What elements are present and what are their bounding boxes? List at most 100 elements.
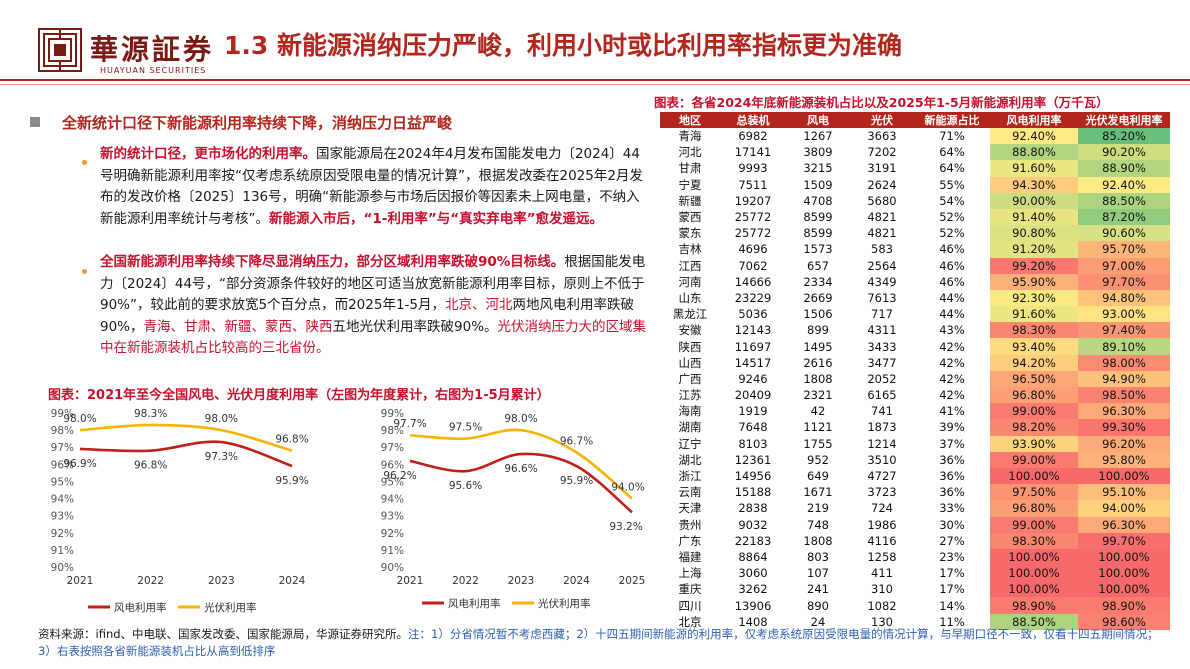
table-cell: 2052 <box>867 371 897 386</box>
table-cell: 42% <box>939 339 965 354</box>
table-row: 云南 15188 1671 3723 36% 97.50% 95.10% <box>660 484 1170 501</box>
table-row: 安徽 12143 899 4311 43% 98.30% 97.40% <box>660 322 1170 339</box>
table-cell: 3262 <box>738 582 768 597</box>
table-cell-region: 蒙东 <box>678 226 702 241</box>
table-cell: 12143 <box>734 323 772 338</box>
table-cell: 98.00% <box>1078 354 1170 371</box>
y-tick-label: 99% <box>381 408 404 420</box>
table-cell: 5680 <box>867 193 897 208</box>
table-cell: 93.90% <box>990 435 1078 452</box>
table-cell: 3433 <box>867 339 897 354</box>
y-tick-label: 97% <box>381 442 404 454</box>
table-cell: 25772 <box>734 210 772 225</box>
table-cell-region: 江西 <box>678 258 702 273</box>
table-cell: 97.70% <box>1078 273 1170 290</box>
table-cell-region: 吉林 <box>678 242 702 257</box>
table-cell: 748 <box>807 517 829 532</box>
table-cell: 8864 <box>738 549 768 564</box>
table-cell: 46% <box>939 274 965 289</box>
table-cell: 15188 <box>734 485 772 500</box>
table-cell: 52% <box>939 226 965 241</box>
table-row: 广东 22183 1808 4116 27% 98.30% 99.70% <box>660 532 1170 549</box>
y-tick-label: 97% <box>51 442 74 454</box>
source-text: 资料来源：ifind、中电联、国家发改委、国家能源局，华源证券研究所。 <box>38 627 409 641</box>
table-cell-region: 广西 <box>678 371 702 386</box>
data-label: 96.8% <box>134 460 167 472</box>
table-header-cell: 总装机 <box>720 112 786 128</box>
bullet2-text1: 根据国能发电力〔2024〕44号，“部分资源条件较好的地区可适当放宽新能源利用率… <box>100 254 646 313</box>
x-tick-label: 2023 <box>508 575 535 587</box>
table-cell: 1808 <box>803 371 833 386</box>
table-cell: 7202 <box>867 145 897 160</box>
logo-text: 華源証券 <box>90 33 215 66</box>
data-label: 96.7% <box>560 435 593 447</box>
title-divider-thin <box>0 84 1190 85</box>
legend-label: 风电利用率 <box>114 601 167 614</box>
table-cell: 7511 <box>738 177 768 192</box>
table-cell: 17% <box>939 582 965 597</box>
table-cell: 5036 <box>738 307 768 322</box>
x-tick-label: 2021 <box>67 575 94 587</box>
table-cell: 92.40% <box>990 128 1078 145</box>
table-row: 新疆 19207 4708 5680 54% 90.00% 88.50% <box>660 192 1170 209</box>
table-cell: 952 <box>807 452 829 467</box>
table-row: 贵州 9032 748 1986 30% 99.00% 96.30% <box>660 516 1170 533</box>
table-cell: 3215 <box>803 161 833 176</box>
y-tick-label: 98% <box>381 425 404 437</box>
table-cell: 310 <box>871 582 893 597</box>
x-tick-label: 2023 <box>208 575 235 587</box>
chart-jan-may: 99% 98% 97% 96% 95% 94% 93% 92% 91% 90%2021 2022 20… <box>381 408 646 610</box>
table-cell: 1808 <box>803 533 833 548</box>
data-label: 98.0% <box>504 413 537 425</box>
table-cell: 4821 <box>867 226 897 241</box>
logo-icon <box>38 28 82 72</box>
table-header-cell: 新能源占比 <box>914 112 990 128</box>
table-cell: 1573 <box>803 242 833 257</box>
table-cell: 4311 <box>867 323 897 338</box>
table-cell: 37% <box>939 436 965 451</box>
table-cell: 4116 <box>867 533 897 548</box>
table-cell-region: 四川 <box>678 598 702 613</box>
data-label: 97.5% <box>449 422 482 434</box>
note-text: 注：1）分省情况暂不考虑西藏；2）十四五期间新能源的利用率，仅考虑系统原因受限电… <box>38 627 1159 658</box>
table-cell: 2624 <box>867 177 897 192</box>
table-cell-region: 上海 <box>678 566 702 581</box>
table-cell: 64% <box>939 161 965 176</box>
table-cell: 3477 <box>867 355 897 370</box>
table-cell: 54% <box>939 193 965 208</box>
table-row: 宁夏 7511 1509 2624 55% 94.30% 92.40% <box>660 176 1170 193</box>
table-row: 江苏 20409 2321 6165 42% 96.80% 98.50% <box>660 387 1170 404</box>
table-row: 蒙东 25772 8599 4821 52% 90.80% 90.60% <box>660 225 1170 242</box>
table-cell: 96.30% <box>1078 403 1170 420</box>
table-cell: 1408 <box>738 614 768 629</box>
title-divider <box>0 79 1190 81</box>
section-heading: 全新统计口径下新能源利用率持续下降，消纳压力日益严峻 <box>62 114 453 132</box>
data-label: 95.9% <box>275 475 308 487</box>
table-cell-region: 新疆 <box>678 193 702 208</box>
table-cell: 1267 <box>803 129 833 144</box>
table-cell-region: 贵州 <box>678 517 702 532</box>
table-cell: 2669 <box>803 290 833 305</box>
table-cell: 95.90% <box>990 273 1078 290</box>
table-cell: 2564 <box>867 258 897 273</box>
table-cell: 39% <box>939 420 965 435</box>
table-cell-region: 山西 <box>678 355 702 370</box>
table-cell-region: 江苏 <box>678 388 702 403</box>
bullet2-text3: 五地光伏利用率跌破90%。 <box>332 318 498 335</box>
chart-title: 图表：2021年至今全国风电、光伏月度利用率（左图为年度累计，右图为1-5月累计… <box>48 388 550 403</box>
table-cell: 1506 <box>803 307 833 322</box>
x-tick-label: 2024 <box>563 575 590 587</box>
table-cell-region: 云南 <box>678 485 702 500</box>
bullet2-red1: 北京、河北 <box>445 297 513 313</box>
data-label: 98.0% <box>205 413 238 425</box>
table-cell: 93.40% <box>990 338 1078 355</box>
table-cell: 803 <box>807 549 829 564</box>
data-label: 98.0% <box>63 413 96 425</box>
table-cell: 4708 <box>803 193 833 208</box>
table-cell: 98.30% <box>990 532 1078 549</box>
table-cell: 717 <box>871 307 893 322</box>
table-cell: 55% <box>939 177 965 192</box>
bullet2-red3: 光伏消纳压力大的区域集中在新能源装机占比较高的三北省份。 <box>100 318 647 357</box>
table-row: 河南 14666 2334 4349 46% 95.90% 97.70% <box>660 273 1170 290</box>
table-cell: 99.00% <box>990 516 1078 533</box>
